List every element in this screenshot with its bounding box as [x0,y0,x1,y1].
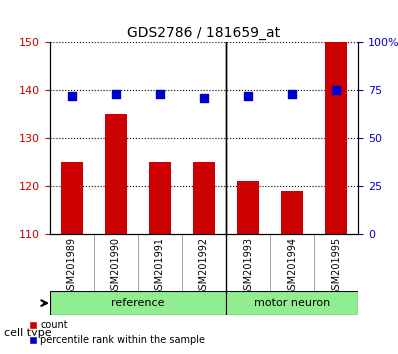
Bar [325,42,347,234]
Point [245,93,251,99]
Bar [237,181,259,234]
Point [201,95,207,101]
FancyBboxPatch shape [50,291,226,315]
Point [289,91,295,97]
Bar [61,162,83,234]
Text: GSM201992: GSM201992 [199,236,209,296]
Text: motor neuron: motor neuron [254,298,330,308]
Point [333,87,339,93]
Text: GSM201995: GSM201995 [331,236,341,296]
Point [68,93,75,99]
Text: cell type: cell type [4,328,52,338]
Bar [281,191,303,234]
Legend: count, percentile rank within the sample: count, percentile rank within the sample [25,316,209,349]
Text: reference: reference [111,298,165,308]
Bar [105,114,127,234]
Text: GSM201990: GSM201990 [111,236,121,296]
Text: GSM201989: GSM201989 [67,236,77,296]
FancyBboxPatch shape [226,291,358,315]
Bar [149,162,171,234]
Title: GDS2786 / 181659_at: GDS2786 / 181659_at [127,26,281,40]
Point [113,91,119,97]
Text: GSM201994: GSM201994 [287,236,297,296]
Bar [193,162,215,234]
Point [157,91,163,97]
Text: GSM201993: GSM201993 [243,236,253,296]
Text: GSM201991: GSM201991 [155,236,165,296]
